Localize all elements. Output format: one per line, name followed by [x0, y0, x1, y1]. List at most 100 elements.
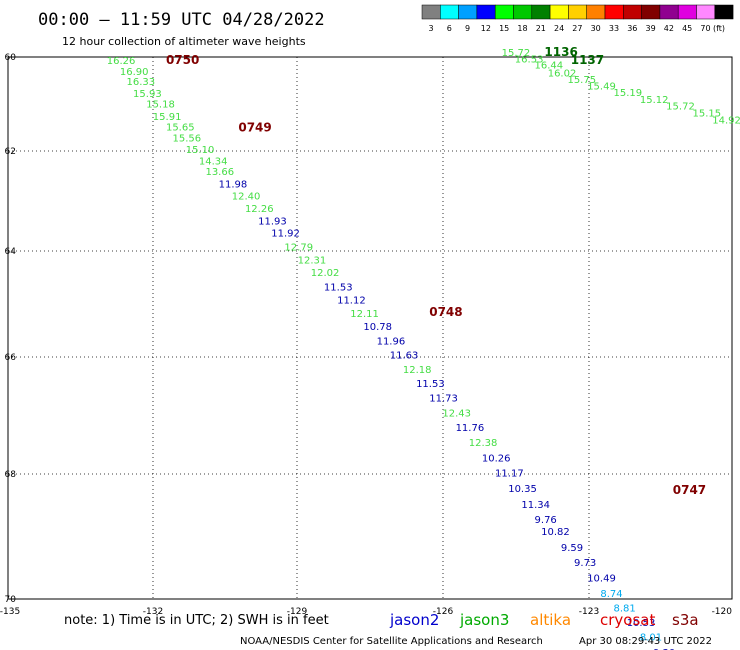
chart-title: 00:00 – 11:59 UTC 04/28/2022: [38, 10, 325, 30]
swh-value: 8.01: [640, 633, 662, 644]
swh-value: 11.73: [429, 394, 458, 405]
swh-value: 12.11: [350, 309, 379, 320]
satellite-legend-item: cryosat: [600, 611, 655, 629]
swh-value: 15.12: [640, 95, 669, 106]
swh-value: 15.65: [166, 123, 195, 134]
pass-time-label: 1136: [544, 45, 577, 59]
y-tick-label: 70: [5, 595, 17, 605]
colorbar-swatch: [531, 4, 551, 20]
colorbar-label: 15: [499, 24, 509, 33]
swh-value: 8.74: [600, 589, 622, 600]
y-tick-label: 68: [5, 470, 17, 480]
colorbar-swatch: [586, 4, 606, 20]
colorbar-label: 30: [591, 24, 601, 33]
satellite-legend-item: jason2: [389, 611, 439, 629]
y-tick-label: 60: [5, 53, 17, 63]
swh-value: 9.59: [561, 543, 583, 554]
swh-value: 9.76: [535, 515, 557, 526]
colorbar-label: 39: [646, 24, 656, 33]
y-tick-label: 66: [5, 353, 17, 363]
swh-value: 15.10: [186, 145, 215, 156]
colorbar-swatch: [623, 4, 642, 20]
colorbar-swatch: [604, 4, 624, 20]
swh-value: 11.76: [456, 423, 485, 434]
credit-timestamp: Apr 30 08:29:43 UTC 2022: [579, 636, 712, 647]
swh-value: 11.17: [495, 469, 524, 480]
colorbar-label: 27: [572, 24, 582, 33]
x-tick-label: -123: [579, 607, 599, 617]
x-tick-label: -126: [433, 607, 454, 617]
satellite-legend-item: altika: [530, 611, 571, 629]
satellite-legend-item: s3a: [672, 611, 699, 629]
colorbar-label: 33: [609, 24, 619, 33]
axis-ticks: -135 -132 -129 -126 -123 -120 60 62 64 66 68 70: [0, 53, 732, 617]
swh-value: 15.18: [146, 99, 175, 110]
swh-value: 12.18: [403, 365, 432, 376]
swh-value: 11.96: [377, 336, 406, 347]
swh-value: 12.02: [311, 268, 340, 279]
swh-value: 11.98: [219, 180, 248, 191]
swh-value: 12.40: [232, 192, 261, 203]
y-tick-label: 62: [5, 147, 16, 157]
colorbar-label: 45: [682, 24, 692, 33]
colorbar-swatch: [677, 4, 697, 20]
footnote: note: 1) Time is in UTC; 2) SWH is in fe…: [64, 613, 329, 628]
swh-value: 11.93: [258, 216, 287, 227]
swh-value: 11.92: [271, 228, 300, 239]
swh-value: 10.53: [627, 618, 656, 629]
colorbar-swatch: [513, 4, 533, 20]
pass-time-label: 0749: [238, 120, 271, 134]
swh-value: 16.26: [107, 56, 136, 67]
swh-value: 16.33: [126, 77, 155, 88]
swh-value: 14.92: [712, 116, 740, 127]
swh-value: 12.79: [284, 242, 313, 253]
colorbar-label: 42: [664, 24, 674, 33]
chart-subtitle: 12 hour collection of altimeter wave hei…: [62, 35, 306, 48]
pass-time-label: 0750: [166, 53, 199, 67]
swh-value: 9.30: [653, 648, 675, 650]
colorbar-label: 24: [554, 24, 564, 33]
grid-lines: [8, 57, 732, 599]
colorbar-label: 12: [481, 24, 491, 33]
swh-value: 15.75: [567, 75, 596, 86]
swh-value: 11.53: [324, 283, 353, 294]
plot-frame: [7, 56, 733, 600]
credit-source: NOAA/NESDIS Center for Satellite Applica…: [240, 636, 543, 647]
swh-value: 15.19: [614, 88, 643, 99]
swh-value: 14.34: [199, 156, 228, 167]
x-tick-label: -120: [712, 607, 733, 617]
colorbar-label: 6: [447, 24, 452, 33]
colorbar-swatch: [659, 4, 679, 20]
colorbar-swatch: [568, 4, 587, 20]
swh-value: 11.63: [390, 350, 419, 361]
swh-value: 15.49: [587, 82, 616, 93]
satellite-legend: jason2 jason3 altika cryosat s3a: [389, 611, 699, 629]
pass-time-label: 0747: [673, 483, 706, 497]
colorbar-swatch: [641, 4, 661, 20]
swh-value: 10.35: [508, 484, 537, 495]
swh-value: 12.43: [442, 408, 471, 419]
colorbar-swatch: [696, 4, 716, 20]
swh-value: 12.26: [245, 204, 274, 215]
colorbar-label: 21: [536, 24, 546, 33]
swh-value: 12.31: [298, 256, 327, 267]
swh-value: 10.26: [482, 453, 511, 464]
x-tick-label: -129: [287, 607, 308, 617]
swh-value: 13.66: [205, 167, 234, 178]
swh-value: 15.72: [502, 48, 531, 59]
swh-value: 10.49: [587, 574, 616, 585]
swh-value: 15.56: [173, 134, 202, 145]
swh-value: 15.15: [693, 109, 722, 120]
pass-time-label: 1137: [571, 53, 604, 67]
time-labels: 0750074907480747113611371138: [166, 45, 706, 497]
swh-value: 16.44: [535, 60, 564, 71]
swh-value: 16.53: [515, 54, 544, 65]
swh-value: 9.73: [574, 558, 596, 569]
swh-value: 11.12: [337, 296, 366, 307]
colorbar-swatch: [476, 4, 496, 20]
plot-area: -135 -132 -129 -126 -123 -120 60 62 64 66 68 70 16.…: [0, 45, 740, 650]
colorbar-label: 18: [517, 24, 527, 33]
swh-value: 10.82: [541, 527, 570, 538]
